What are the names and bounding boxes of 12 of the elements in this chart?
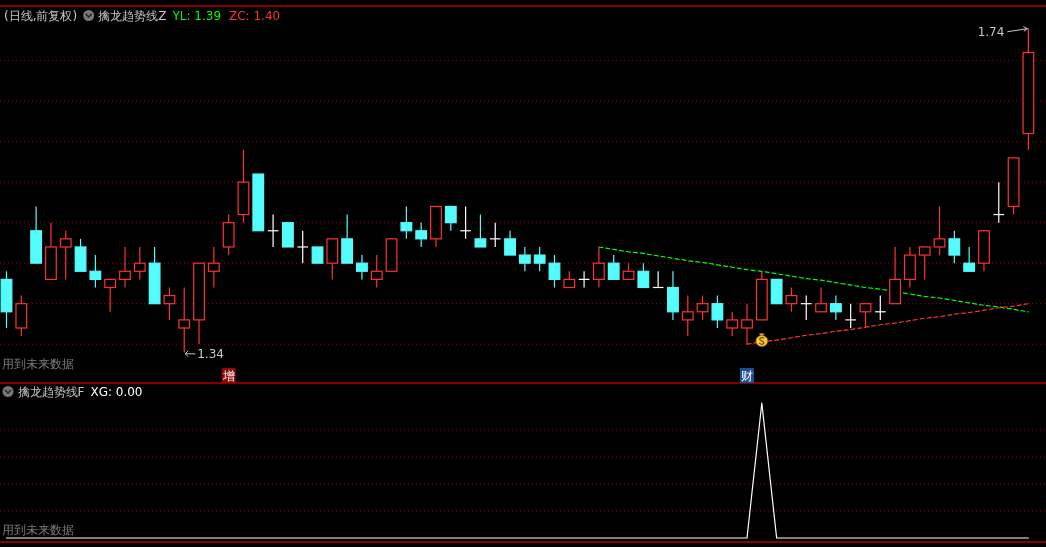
legend-title: 擒龙趋势线Z xyxy=(98,9,167,23)
legend-entry: ZC: 1.40 xyxy=(229,9,281,23)
highest-high-label: 1.74 xyxy=(977,25,1005,40)
legend-title: 擒龙趋势线F xyxy=(17,385,85,399)
signal-text: 财 xyxy=(741,369,753,383)
lowest-low-label: 1.34 xyxy=(197,347,224,362)
title: (日线,前复权) xyxy=(4,9,78,23)
note: 用到未来数据 xyxy=(2,523,74,537)
legend-entry: YL: 1.39 xyxy=(172,9,221,23)
note: 用到未来数据 xyxy=(2,357,74,371)
signal-text: 增 xyxy=(222,369,235,383)
legend-entry: XG: 0.00 xyxy=(90,385,143,399)
